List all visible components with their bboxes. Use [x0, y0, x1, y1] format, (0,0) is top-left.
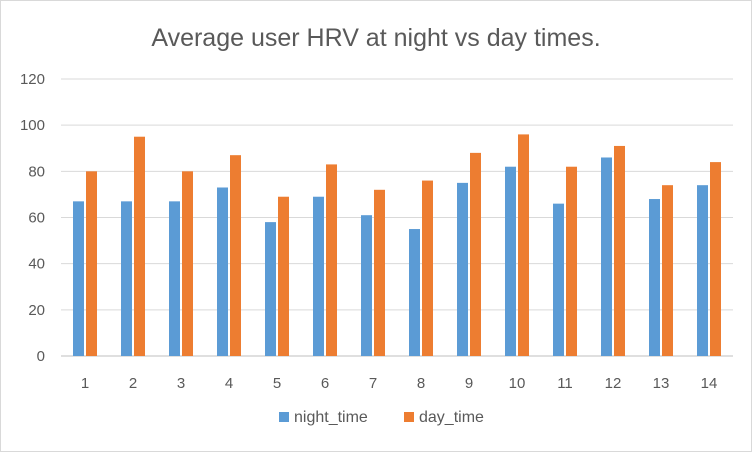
- bar-night_time-10: [505, 166, 516, 356]
- bar-day_time-5: [278, 196, 289, 356]
- bar-day_time-13: [662, 185, 673, 356]
- bar-layer: [73, 134, 721, 356]
- bar-day_time-12: [614, 145, 625, 356]
- x-tick-label: 8: [417, 375, 425, 392]
- bar-night_time-3: [169, 201, 180, 356]
- x-tick-label: 2: [129, 375, 137, 392]
- bar-night_time-6: [313, 196, 324, 356]
- bar-day_time-14: [710, 162, 721, 356]
- bar-day_time-4: [230, 155, 241, 356]
- y-tick-label: 20: [28, 302, 45, 319]
- y-tick-label: 0: [37, 348, 45, 365]
- bar-day_time-9: [470, 152, 481, 356]
- bar-night_time-7: [361, 215, 372, 356]
- x-tick-label: 12: [605, 375, 622, 392]
- x-tick-label: 7: [369, 375, 377, 392]
- bar-night_time-13: [649, 199, 660, 356]
- legend-item-day_time: day_time: [404, 409, 484, 426]
- bar-day_time-1: [86, 171, 97, 356]
- y-tick-label: 100: [20, 117, 45, 134]
- x-tick-label: 10: [509, 375, 526, 392]
- legend-label: day_time: [419, 409, 484, 426]
- bar-day_time-3: [182, 171, 193, 356]
- x-tick-label: 6: [321, 375, 329, 392]
- legend: night_time day_time: [279, 409, 484, 426]
- x-tick-label: 3: [177, 375, 185, 392]
- bar-day_time-6: [326, 164, 337, 356]
- bar-night_time-9: [457, 182, 468, 356]
- legend-swatch: [279, 412, 289, 422]
- chart-title: Average user HRV at night vs day times.: [151, 24, 600, 52]
- y-tick-label: 120: [20, 71, 45, 88]
- x-tick-label: 13: [653, 375, 670, 392]
- y-tick-label: 80: [28, 163, 45, 180]
- bar-day_time-10: [518, 134, 529, 356]
- legend-swatch: [404, 412, 414, 422]
- legend-item-night_time: night_time: [279, 409, 368, 426]
- bar-night_time-1: [73, 201, 84, 356]
- x-tick-label: 14: [701, 375, 718, 392]
- legend-label: night_time: [294, 409, 368, 426]
- bar-night_time-11: [553, 203, 564, 356]
- bar-night_time-4: [217, 187, 228, 356]
- x-tick-label: 1: [81, 375, 89, 392]
- bar-day_time-8: [422, 180, 433, 356]
- bar-night_time-2: [121, 201, 132, 356]
- bar-night_time-8: [409, 229, 420, 356]
- y-tick-label: 40: [28, 256, 45, 273]
- bar-day_time-11: [566, 166, 577, 356]
- x-tick-label: 9: [465, 375, 473, 392]
- grid-layer: [61, 78, 733, 357]
- bar-day_time-2: [134, 136, 145, 356]
- x-tick-label: 4: [225, 375, 233, 392]
- x-tick-label: 11: [557, 375, 573, 392]
- bar-night_time-12: [601, 157, 612, 356]
- bar-day_time-7: [374, 189, 385, 356]
- bar-night_time-14: [697, 185, 708, 356]
- y-tick-label: 60: [28, 210, 45, 227]
- bar-night_time-5: [265, 222, 276, 356]
- x-tick-label: 5: [273, 375, 281, 392]
